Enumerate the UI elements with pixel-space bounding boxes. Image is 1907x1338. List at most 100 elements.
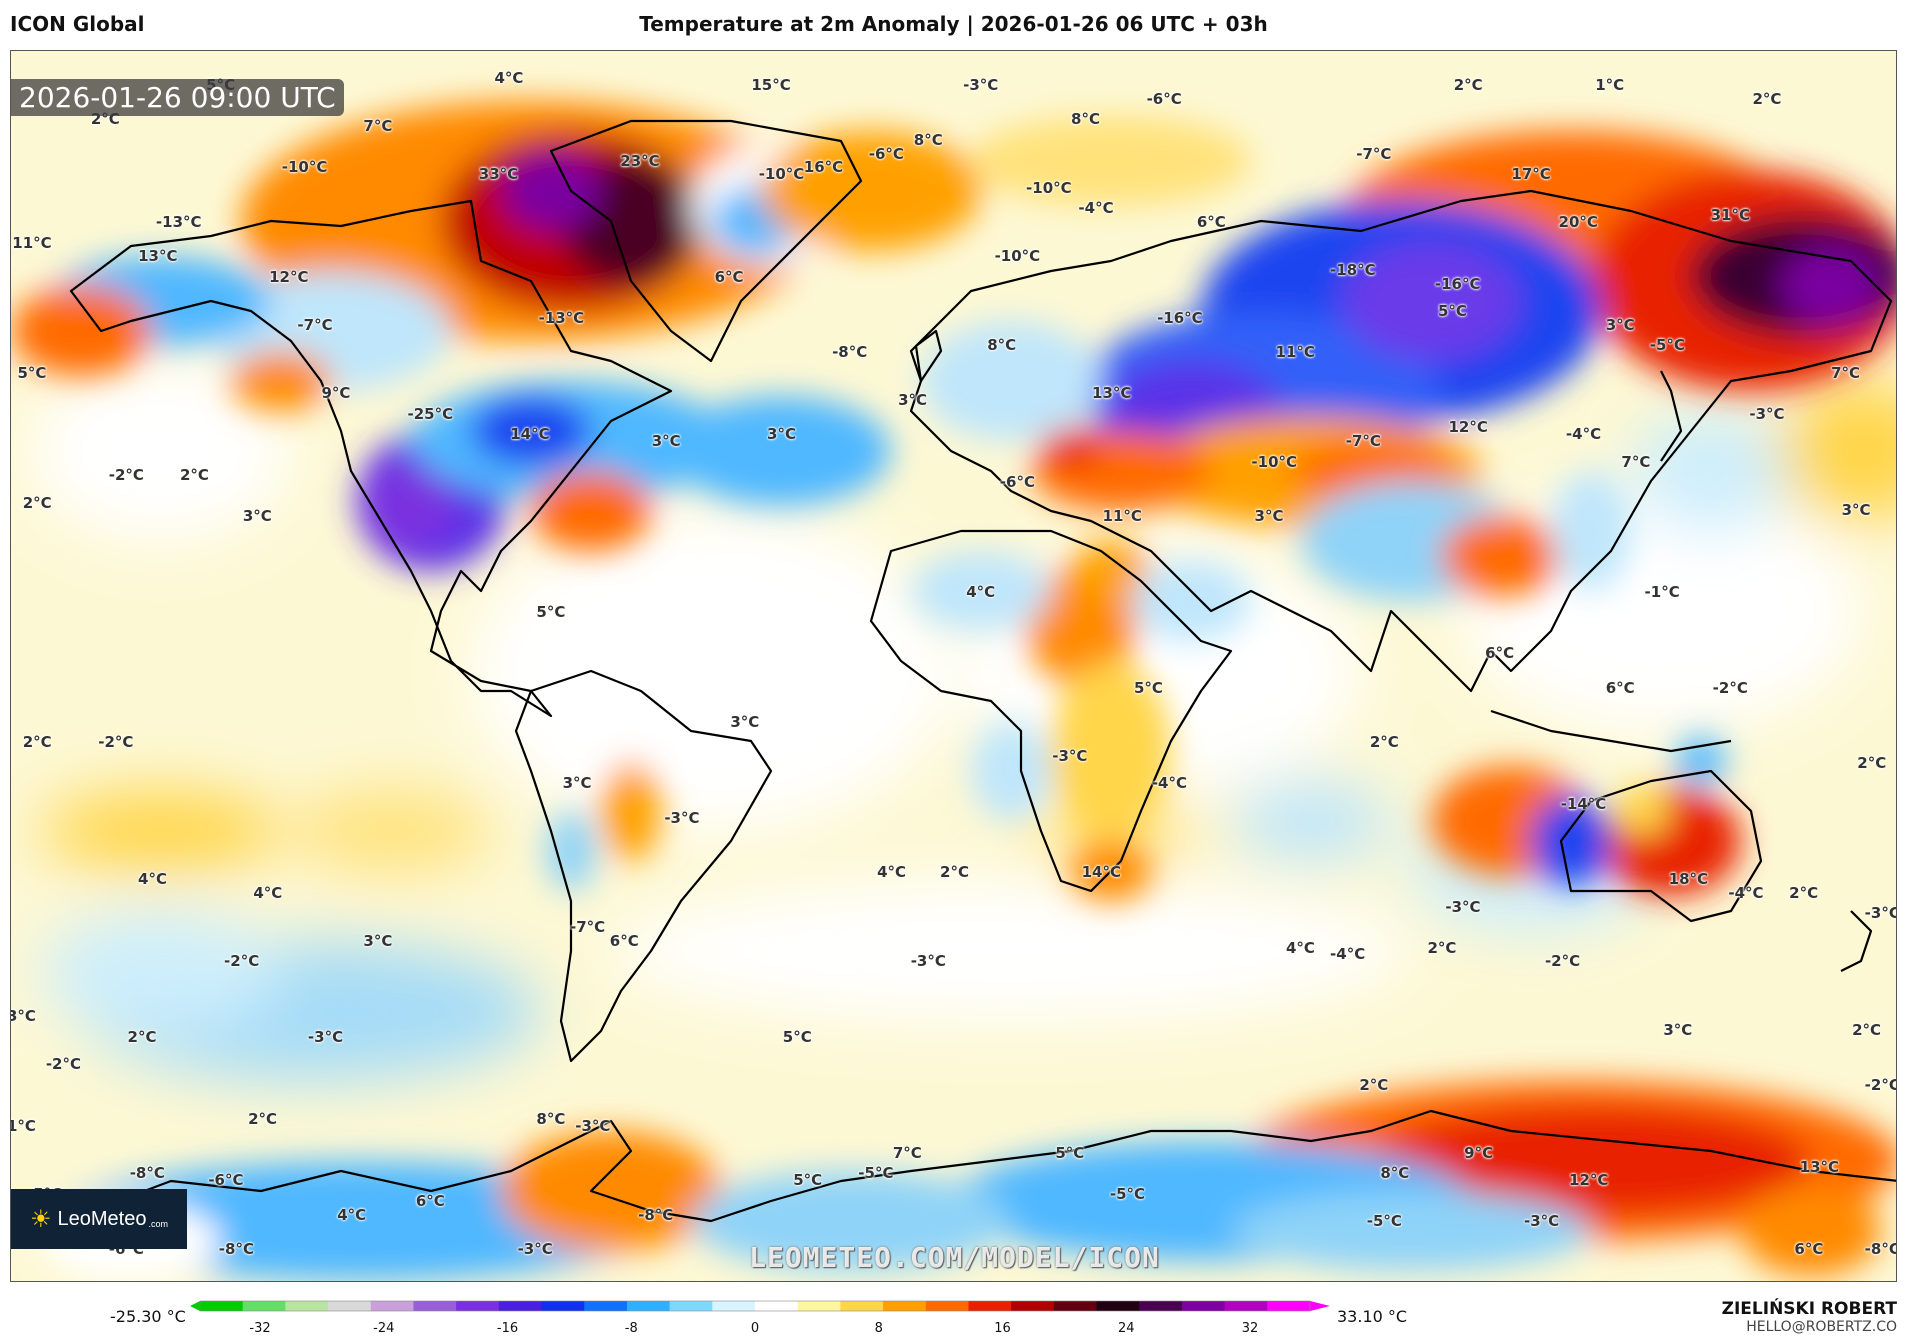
temperature-label: -16°C (1434, 274, 1481, 293)
eurasia-outline (909, 189, 1893, 693)
temperature-label: 4°C (337, 1205, 367, 1224)
temperature-label: -16°C (1157, 308, 1203, 327)
temperature-label: -3°C (1864, 904, 1897, 923)
colorbar-tick-label: -24 (373, 1321, 395, 1336)
indonesia-outline (1490, 709, 1732, 753)
temperature-label: -3°C (575, 1116, 611, 1135)
temperature-label: 4°C (966, 582, 996, 601)
temperature-label: 4°C (138, 870, 167, 889)
logo-brand: LeoMeteo (57, 1207, 147, 1230)
temperature-label: -4°C (1151, 774, 1187, 793)
temperature-label: 6°C (415, 1191, 445, 1210)
colorbar-cell (584, 1301, 628, 1311)
temperature-label: 13°C (138, 247, 178, 266)
temperature-label: 2°C (1857, 753, 1887, 772)
anomaly-map[interactable] (11, 51, 1897, 1282)
temperature-label: 17°C (1511, 165, 1551, 184)
temperature-label: -3°C (517, 1239, 553, 1258)
temperature-label: -5°C (1366, 1212, 1402, 1231)
antarctica-outline (11, 1109, 1896, 1243)
colorbar-cell (200, 1301, 244, 1311)
temperature-label: 7°C (892, 1143, 922, 1162)
temperature-label: -6°C (868, 144, 904, 163)
temperature-label: 11°C (1102, 507, 1142, 526)
temperature-label: 2°C (1369, 733, 1399, 752)
colorbar-cell (370, 1301, 414, 1311)
temperature-label: 7°C (1621, 452, 1651, 471)
author-email[interactable]: HELLO@ROBERTZ.CO (1746, 1319, 1897, 1335)
temperature-label: 5°C (1055, 1143, 1085, 1162)
africa-outline (869, 529, 1233, 893)
temperature-label: 7°C (1831, 363, 1861, 382)
temperature-label: -6°C (999, 473, 1035, 492)
temperature-label: -10°C (1026, 178, 1072, 197)
author-name: ZIELIŃSKI ROBERT (1721, 1299, 1897, 1319)
temperature-label: 6°C (714, 267, 744, 286)
temperature-label: -13°C (538, 308, 585, 327)
temperature-label: 8°C (1380, 1164, 1410, 1183)
colorbar (190, 1300, 1330, 1312)
temperature-label: -8°C (1864, 1239, 1897, 1258)
temperature-label: 9°C (321, 384, 351, 403)
temperature-label: 3°C (1663, 1020, 1693, 1039)
colorbar-cell (498, 1301, 543, 1311)
colorbar-cell (968, 1301, 1012, 1311)
temperature-label: 12°C (1569, 1171, 1609, 1190)
temperature-label: -2°C (108, 466, 144, 485)
colorbar-tick-label: 0 (750, 1321, 760, 1336)
temperature-label: -14°C (1560, 794, 1607, 813)
temperature-label: 2°C (1852, 1020, 1882, 1039)
new-zealand-outline (1840, 910, 1873, 972)
temperature-label: -4°C (1728, 883, 1764, 902)
temperature-label: -10°C (994, 247, 1041, 266)
temperature-label: 2°C (1453, 76, 1483, 95)
temperature-label: -2°C (1544, 952, 1581, 971)
temperature-label: -2°C (45, 1054, 81, 1073)
temperature-label: -3°C (1052, 746, 1088, 765)
temperature-label: 33°C (478, 165, 519, 184)
map-frame[interactable]: 5°C4°C15°C-3°C-6°C2°C1°C2°C2°C7°C8°C8°C-… (10, 50, 1897, 1282)
colorbar-area: -25.30 °C -32 -24 -16 -8 0 8 16 24 32 33.10 °C Z… (0, 1285, 1907, 1338)
temperature-label: 12°C (269, 267, 309, 286)
temperature-label: 3°C (1605, 315, 1635, 334)
temperature-label: -3°C (910, 952, 946, 971)
temperature-label: 31°C (1710, 206, 1750, 225)
temperature-label: 14°C (510, 425, 550, 444)
logo-suffix: .com (148, 1219, 168, 1229)
temperature-label: -7°C (569, 918, 606, 937)
temperature-label: 5°C (782, 1027, 812, 1046)
temperature-label: 15°C (751, 76, 791, 95)
temperature-label: -5°C (1649, 336, 1685, 355)
temperature-label: -4°C (1565, 425, 1602, 444)
temperature-label: 4°C (1285, 938, 1315, 957)
temperature-label: 3°C (11, 1007, 36, 1026)
temperature-label: 11°C (1275, 343, 1315, 362)
colorbar-max-label: 33.10 °C (1337, 1307, 1408, 1326)
temperature-label: 13°C (1092, 384, 1132, 403)
colorbar-tick-label: 32 (1241, 1321, 1259, 1336)
colorbar-high-arrow (1310, 1301, 1330, 1311)
colorbar-cell (925, 1301, 969, 1311)
colorbar-cell (797, 1301, 841, 1311)
map-title: Temperature at 2m Anomaly | 2026-01-26 0… (639, 12, 1268, 36)
temperature-label: -10°C (281, 158, 328, 177)
temperature-label: -3°C (1523, 1212, 1560, 1231)
colorbar-tick-label: 24 (1117, 1321, 1135, 1336)
temperature-label: 14°C (1081, 863, 1121, 882)
temperature-label: 9°C (1464, 1143, 1494, 1162)
temperature-label: 8°C (536, 1109, 566, 1128)
temperature-label: -4°C (1330, 945, 1366, 964)
temperature-label: 2°C (22, 733, 52, 752)
temperature-label: 6°C (1605, 678, 1635, 697)
temperature-label: 4°C (494, 69, 524, 88)
colorbar-min-label: -25.30 °C (110, 1307, 186, 1326)
leometeo-logo[interactable]: ☀ LeoMeteo .com (11, 1189, 187, 1249)
colorbar-cell (840, 1301, 884, 1311)
temperature-label: -18°C (1330, 261, 1376, 280)
north-america-outline (69, 199, 673, 718)
colorbar-cell (1181, 1301, 1226, 1311)
colorbar-cell (669, 1301, 713, 1311)
temperature-label: 18°C (1668, 870, 1709, 889)
colorbar-cell (712, 1301, 756, 1311)
colorbar-cell (1224, 1301, 1268, 1311)
